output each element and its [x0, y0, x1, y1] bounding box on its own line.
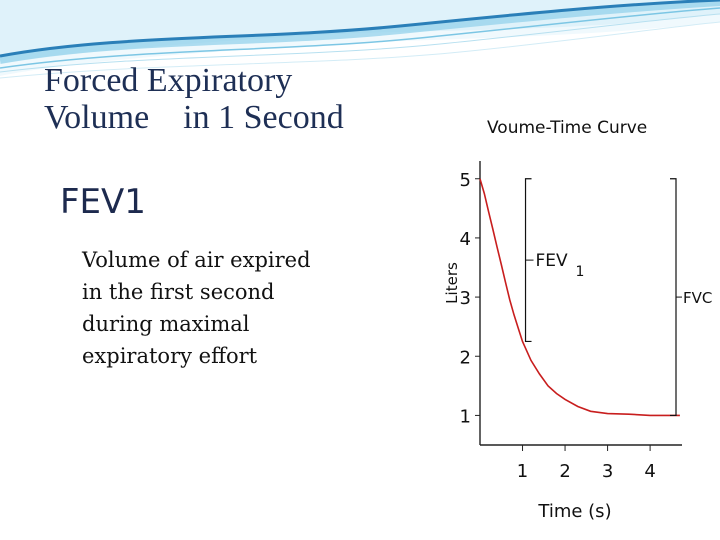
wave-light-band — [0, 0, 720, 64]
fev1-bracket-subscript: 1 — [576, 264, 585, 280]
wave-dark-band — [0, 0, 720, 58]
x-axis-label: Time (s) — [537, 501, 611, 522]
description-line-2: in the first second — [82, 280, 275, 304]
slide-title-line-1: Forced Expiratory — [44, 62, 293, 99]
y-tick-label: 3 — [460, 288, 471, 309]
volume-curve — [479, 178, 680, 417]
wave-header-decoration — [0, 0, 720, 79]
fev1-bracket — [524, 178, 532, 343]
y-tick-label: 5 — [460, 170, 471, 191]
fvc-bracket-label: FVC — [683, 289, 712, 307]
volume-time-chart-panel: Voume-Time Curve Liters Time (s) 1 2 3 4 5 1 2… — [437, 83, 720, 540]
x-tick-label: 4 — [644, 461, 655, 482]
slide-title: Forced Expiratory Volume in 1 Second — [44, 62, 464, 136]
x-tick-label: 3 — [602, 461, 613, 482]
slide-title-line-2: Volume in 1 Second — [44, 99, 344, 136]
description-line-4: expiratory effort — [82, 344, 258, 368]
x-tick-label: 1 — [517, 461, 528, 482]
fev1-description: Volume of air expired in the first secon… — [82, 244, 422, 372]
description-line-1: Volume of air expired — [82, 248, 311, 272]
fev1-heading: FEV1 — [60, 182, 146, 222]
y-axis-label: Liters — [443, 262, 461, 304]
fev1-bracket-label: FEV — [536, 251, 569, 271]
x-tick-label: 2 — [559, 461, 570, 482]
y-tick-label: 1 — [460, 406, 471, 427]
volume-time-chart: Voume-Time Curve Liters Time (s) 1 2 3 4 5 1 2… — [443, 118, 712, 522]
fvc-bracket — [670, 178, 677, 417]
description-line-3: during maximal — [82, 312, 250, 336]
y-tick-label: 2 — [460, 347, 471, 368]
chart-title: Voume-Time Curve — [487, 118, 647, 138]
y-tick-label: 4 — [460, 229, 471, 250]
